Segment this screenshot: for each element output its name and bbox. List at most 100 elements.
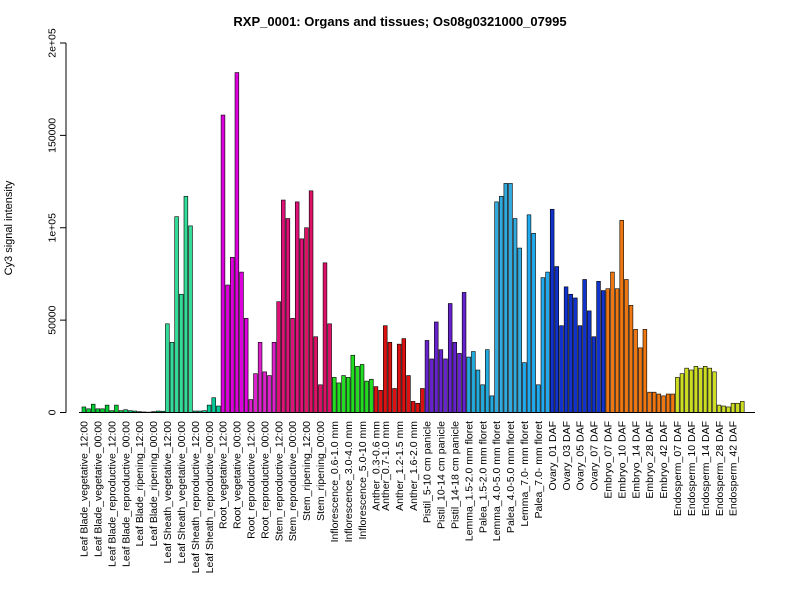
- x-tick-label: Stem_reproductive_12:00: [273, 421, 285, 541]
- bar: [327, 323, 332, 413]
- y-tick-label: 0: [47, 409, 59, 415]
- bar: [726, 406, 731, 413]
- bar: [313, 336, 318, 413]
- bar: [461, 292, 467, 413]
- x-tick-label: Endosperm_42 DAF: [728, 421, 740, 516]
- bar: [420, 388, 425, 413]
- x-tick-label: Inflorescence_5.0-10 mm: [357, 421, 369, 540]
- bar: [438, 349, 444, 413]
- bar: [387, 341, 393, 413]
- bar: [257, 341, 263, 413]
- y-tick-label: 1e+05: [47, 213, 59, 243]
- bar: [429, 358, 434, 413]
- bar: [526, 214, 532, 413]
- bar: [628, 305, 634, 413]
- bar: [568, 293, 573, 413]
- bar: [299, 238, 305, 413]
- bar: [364, 380, 369, 413]
- bar: [716, 404, 722, 413]
- bar: [582, 279, 587, 413]
- bar: [206, 404, 212, 413]
- bar: [406, 375, 411, 413]
- bar: [540, 277, 546, 413]
- x-tick-label: Ovary_07 DAF: [589, 421, 601, 490]
- bar: [563, 286, 569, 413]
- bar: [90, 403, 96, 413]
- bar: [114, 404, 119, 413]
- bar: [243, 317, 249, 413]
- x-tick-label: Leaf Blade_reproductive_12:00: [106, 421, 118, 567]
- bar: [318, 384, 323, 413]
- x-tick-label: Leaf Blade_vegetative_12:00: [79, 421, 91, 557]
- x-tick-label: Root_vegetative_00:00: [232, 421, 244, 529]
- bar: [359, 364, 365, 413]
- bar: [183, 196, 189, 413]
- bar: [281, 199, 286, 413]
- x-tick-label: Leaf Blade_ripening_12:00: [134, 421, 146, 547]
- bar: [434, 321, 439, 413]
- x-tick-label: Leaf Sheath_vegetative_12:00: [162, 421, 174, 564]
- bar: [239, 271, 244, 413]
- bar: [294, 201, 300, 413]
- x-tick-label: Embryo_10 DAF: [616, 421, 628, 499]
- bar: [290, 317, 295, 413]
- x-tick-label: Inflorescence_3.0-4.0 mm: [343, 421, 355, 543]
- bar: [308, 190, 314, 413]
- bar: [517, 247, 522, 413]
- bar: [624, 279, 629, 413]
- bar: [457, 353, 462, 413]
- x-tick-label: Endosperm_14 DAF: [700, 421, 712, 516]
- bar: [253, 373, 258, 413]
- x-tick-label: Pistil_14-18 cm panicle: [449, 421, 461, 529]
- x-tick-label: Root_reproductive_12:00: [245, 421, 257, 539]
- bar: [549, 208, 555, 413]
- bar: [485, 349, 490, 413]
- bar: [424, 340, 430, 413]
- bar: [591, 336, 597, 413]
- bar: [378, 390, 383, 413]
- bar: [396, 343, 402, 413]
- bar: [95, 408, 101, 413]
- y-axis: 0 50000 1e+05 150000 2e+05: [47, 28, 67, 415]
- x-tick-label: Embryo_42 DAF: [658, 421, 670, 499]
- bar: [707, 367, 713, 413]
- bar: [100, 408, 105, 413]
- bar: [230, 257, 235, 413]
- x-tick-label: Leaf Blade_vegetative_00:00: [92, 421, 104, 557]
- y-tick-label: 50000: [47, 305, 59, 334]
- bar: [647, 391, 652, 413]
- bar: [735, 402, 740, 413]
- x-tick-label: Anther_0.3-0.6 mm: [371, 421, 383, 511]
- x-tick-label: Leaf Sheath_vegetative_00:00: [176, 421, 188, 564]
- bar: [512, 218, 518, 413]
- bar: [605, 288, 611, 413]
- bar-series: [81, 72, 745, 413]
- bar: [596, 281, 601, 413]
- x-tick-label: Pistil_5-10 cm panicle: [422, 421, 434, 523]
- bar: [554, 266, 560, 413]
- bar: [267, 375, 272, 413]
- bar: [638, 347, 643, 413]
- x-tick-label: Palea_1.5-2.0 mm floret: [477, 421, 489, 533]
- y-tick-label: 150000: [47, 118, 59, 153]
- bar: [174, 216, 179, 413]
- bar: [665, 393, 671, 413]
- x-tick-label: Palea_7.0- mm floret: [533, 421, 545, 519]
- bar: [410, 401, 416, 413]
- chart-title: RXP_0001: Organs and tissues; Os08g03210…: [233, 14, 566, 29]
- bar: [587, 310, 592, 413]
- bar: [285, 218, 291, 413]
- x-tick-label: Endosperm_07 DAF: [672, 421, 684, 516]
- bar: [234, 72, 240, 413]
- x-tick-label: Leaf Blade_reproductive_00:00: [120, 421, 132, 567]
- bar: [559, 325, 564, 413]
- bar: [721, 405, 726, 413]
- y-tick-label: 2e+05: [47, 28, 59, 58]
- x-tick-label: Embryo_14 DAF: [630, 421, 642, 499]
- bar: [679, 373, 685, 413]
- bar: [577, 325, 583, 413]
- x-tick-label: Inflorescence_0.6-1.0 mm: [329, 421, 341, 543]
- bar: [332, 377, 337, 413]
- bar: [383, 325, 388, 413]
- bar: [322, 262, 328, 413]
